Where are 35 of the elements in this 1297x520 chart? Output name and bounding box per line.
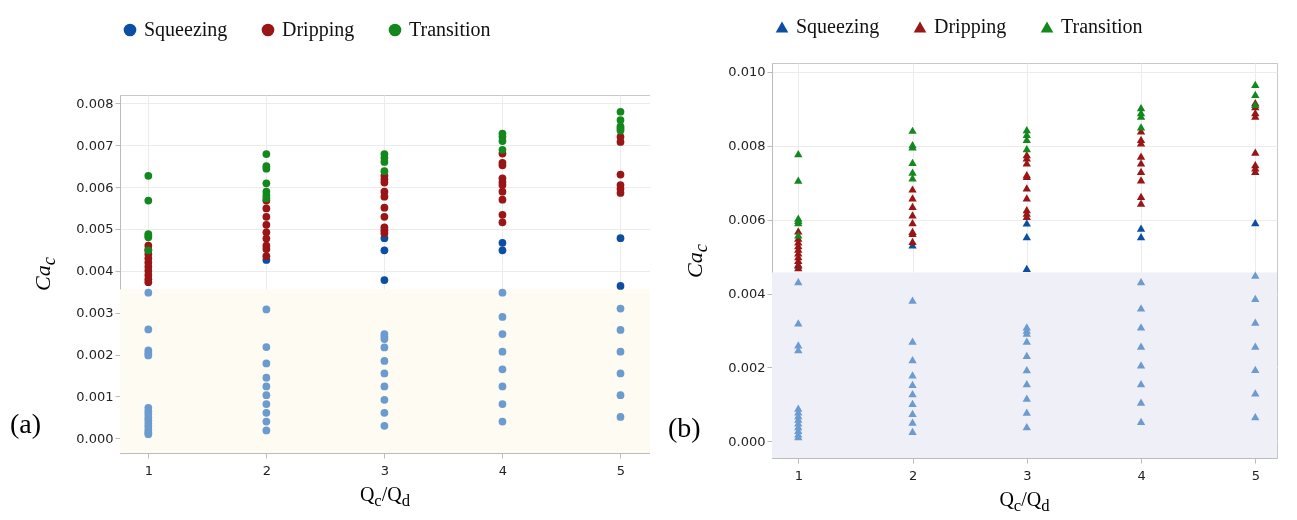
x-tick-label: 1	[144, 462, 153, 478]
y-tick-label: 0.004	[76, 263, 114, 279]
y-tick-label: 0.003	[76, 305, 114, 321]
y-tick-label: 0.002	[728, 359, 766, 375]
legend-label: Transition	[1061, 15, 1143, 37]
x-tick-label: 4	[498, 462, 508, 478]
legend-label: Squeezing	[144, 18, 228, 41]
x-axis-title: Q$_{c}$/Q$_{d}$	[999, 488, 1050, 516]
x-tick-label: 1	[794, 467, 803, 483]
legend-label: Squeezing	[796, 15, 880, 38]
y-tick-label: 0.008	[76, 95, 114, 111]
x-tick-label: 3	[1023, 467, 1032, 483]
x-tick-label: 5	[616, 462, 626, 478]
text: (a)	[10, 408, 42, 440]
legend-label: Dripping	[282, 18, 355, 41]
y-tick-label: 0.008	[728, 138, 766, 154]
y-tick-label: 0.006	[76, 179, 114, 195]
x-tick-label: 5	[1251, 467, 1260, 483]
x-tick-label: 3	[380, 462, 390, 478]
y-tick-label: 0.001	[76, 388, 114, 404]
x-tick-label: 2	[908, 467, 918, 483]
y-tick-label: 0.002	[76, 347, 114, 363]
x-tick-label: 2	[262, 462, 272, 478]
legend-label: Dripping	[934, 15, 1007, 38]
y-tick-label: 0.000	[728, 433, 766, 449]
y-tick-label: 0.004	[728, 286, 766, 302]
y-tick-label: 0.010	[728, 64, 766, 80]
legend-label: Transition	[409, 18, 491, 40]
x-axis-title: Q$_{c}$/Q$_{d}$	[359, 483, 411, 511]
y-tick-label: 0.007	[76, 137, 114, 153]
x-tick-label: 4	[1137, 467, 1146, 483]
y-tick-label: 0.000	[76, 430, 114, 446]
text: (b)	[668, 412, 701, 444]
y-tick-label: 0.005	[76, 221, 114, 237]
y-tick-label: 0.006	[728, 212, 766, 228]
